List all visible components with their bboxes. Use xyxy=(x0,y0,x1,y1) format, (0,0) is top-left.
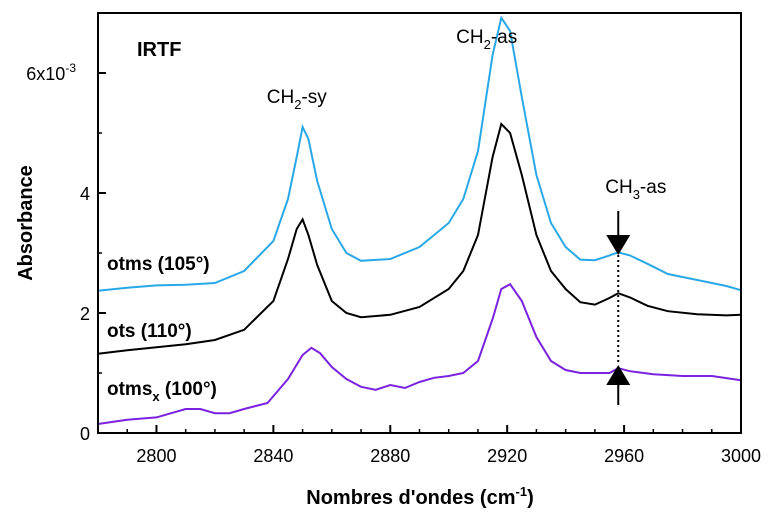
x-axis-ticks: 2800 2840 2880 2920 2960 3000 xyxy=(97,425,761,466)
x-axis-label: Nombres d'ondes (cm-1) xyxy=(306,484,533,509)
series-label-1: ots (110°) xyxy=(107,321,192,342)
series-line-2 xyxy=(97,282,742,425)
y-tick-label: 0 xyxy=(80,424,90,444)
x-tick-label: 2880 xyxy=(370,446,410,466)
x-tick-label: 2840 xyxy=(253,446,293,466)
x-tick-label: 2920 xyxy=(487,446,527,466)
series-label-2: otmsx (100°) xyxy=(107,379,217,404)
peak-annotation: CH3-as xyxy=(605,177,666,202)
peak-annotation: CH2-as xyxy=(456,27,517,52)
peak-annotations: CH2-sy CH2-as CH3-as xyxy=(267,27,667,202)
series-labels: otms (105°) ots (110°) otmsx (100°) xyxy=(107,254,217,404)
x-tick-label: 2800 xyxy=(136,446,176,466)
series-label-0: otms (105°) xyxy=(107,254,210,275)
y-tick-label: 2 xyxy=(80,304,90,324)
chart-title: IRTF xyxy=(137,39,181,61)
series-line-1 xyxy=(97,122,742,355)
y-axis-label: Absorbance xyxy=(15,165,37,281)
series-layer xyxy=(97,15,742,425)
plot-frame xyxy=(97,12,742,434)
y-tick-label: 4 xyxy=(80,184,90,204)
y-axis-ticks: 0 2 4 6x10-3 xyxy=(26,61,106,444)
series-line-0 xyxy=(97,15,742,292)
y-tick-label: 6x10-3 xyxy=(26,61,76,84)
x-tick-label: 3000 xyxy=(721,446,761,466)
peak-annotation: CH2-sy xyxy=(267,87,328,112)
x-tick-label: 2960 xyxy=(604,446,644,466)
